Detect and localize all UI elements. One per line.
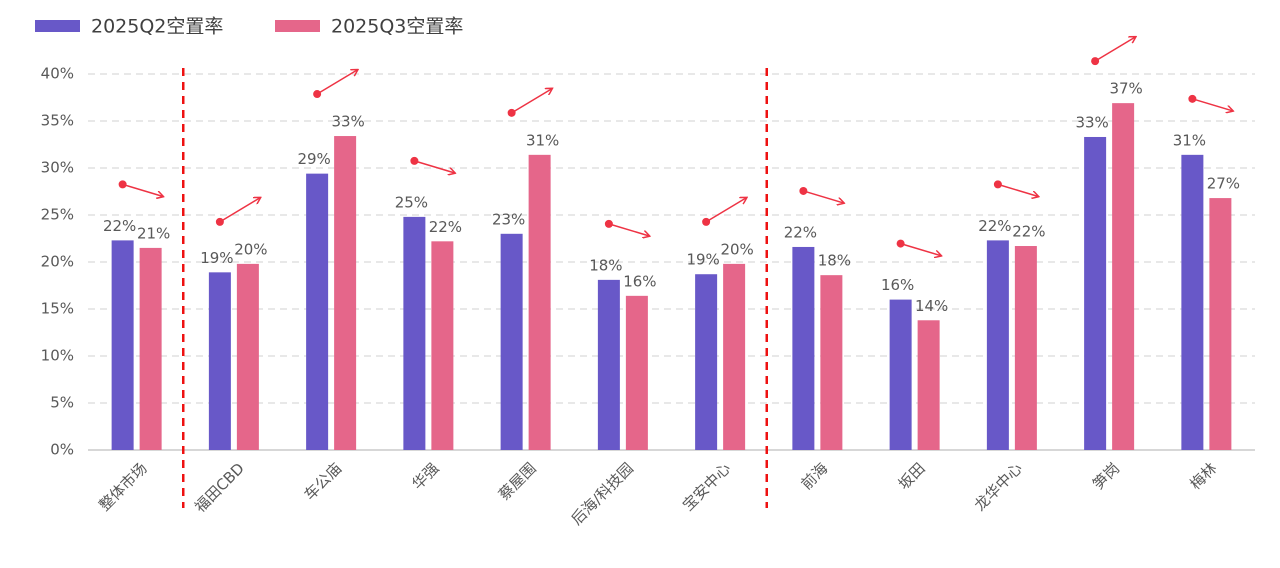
trend-arrow — [705, 198, 746, 223]
x-tick-label: 龙华中心 — [971, 459, 1026, 514]
bar — [334, 136, 357, 451]
bar — [820, 275, 843, 450]
bar — [1181, 154, 1204, 450]
trend-arrow — [316, 70, 357, 95]
bar — [889, 299, 912, 450]
value-label: 18% — [589, 256, 622, 274]
bar — [723, 263, 746, 450]
x-tick-label: 坂田 — [895, 459, 929, 493]
value-label: 21% — [137, 224, 170, 242]
bar — [208, 272, 231, 450]
value-label: 23% — [492, 210, 525, 228]
y-tick-label: 0% — [50, 441, 74, 459]
x-tick-label: 梅林 — [1186, 459, 1220, 493]
x-tick-label: 笋岗 — [1089, 459, 1123, 493]
legend-swatch — [35, 20, 80, 32]
y-tick-label: 35% — [41, 112, 74, 130]
legend-label: 2025Q2空置率 — [91, 16, 223, 38]
trend-arrow — [803, 190, 843, 203]
y-tick-label: 5% — [50, 394, 74, 412]
x-tick-label: 福田CBD — [191, 459, 248, 516]
value-label: 29% — [297, 150, 330, 168]
bar — [1209, 198, 1232, 450]
y-tick-label: 20% — [41, 253, 74, 271]
value-label: 16% — [623, 272, 656, 290]
value-label: 33% — [331, 113, 364, 131]
x-tick-label: 整体市场 — [95, 459, 150, 514]
bar — [403, 216, 426, 450]
bar — [500, 233, 523, 450]
bar — [431, 241, 454, 450]
value-label: 22% — [1012, 223, 1045, 241]
value-label: 14% — [915, 297, 948, 315]
value-label: 16% — [881, 276, 914, 294]
value-label: 19% — [686, 251, 719, 269]
trend-arrow — [122, 183, 163, 196]
value-label: 31% — [1173, 131, 1206, 149]
bar — [597, 279, 620, 450]
bar — [1014, 246, 1037, 450]
value-label: 19% — [200, 249, 233, 267]
y-tick-label: 40% — [41, 65, 74, 83]
bar — [306, 173, 329, 450]
value-label: 37% — [1109, 80, 1142, 98]
y-tick-label: 10% — [41, 347, 74, 365]
value-label: 18% — [818, 252, 851, 270]
trend-arrow — [900, 242, 941, 256]
bar — [792, 246, 815, 450]
value-label: 33% — [1075, 113, 1108, 131]
value-label: 22% — [103, 217, 136, 235]
x-tick-label: 华强 — [408, 459, 442, 493]
trend-arrow — [219, 198, 260, 223]
x-tick-label: 后海/科技园 — [568, 459, 637, 528]
value-label: 20% — [234, 240, 267, 258]
x-tick-label: 宝安中心 — [679, 459, 734, 514]
value-label: 22% — [784, 223, 817, 241]
bar — [986, 240, 1009, 450]
legend-swatch — [275, 20, 320, 32]
x-tick-label: 蔡屋围 — [495, 459, 540, 504]
bar — [111, 240, 134, 450]
trend-arrow — [997, 183, 1038, 196]
bar — [1084, 136, 1107, 451]
value-label: 22% — [429, 218, 462, 236]
bar — [625, 295, 648, 450]
x-tick-label: 车公庙 — [301, 459, 346, 504]
legend-label: 2025Q3空置率 — [331, 16, 463, 38]
bar — [917, 320, 940, 450]
bar — [139, 247, 162, 450]
y-tick-label: 30% — [41, 159, 74, 177]
bar — [1112, 103, 1135, 450]
value-label: 25% — [395, 193, 428, 211]
y-tick-label: 25% — [41, 206, 74, 224]
x-tick-label: 前海 — [797, 459, 831, 493]
trend-arrow — [511, 89, 552, 114]
trend-arrow — [608, 223, 649, 236]
value-label: 31% — [526, 131, 559, 149]
value-label: 27% — [1207, 175, 1240, 193]
trend-arrow — [1094, 37, 1135, 62]
y-tick-label: 15% — [41, 300, 74, 318]
bar — [236, 263, 259, 450]
trend-arrow — [414, 160, 454, 173]
value-label: 20% — [720, 240, 753, 258]
bar — [695, 274, 718, 450]
bar — [528, 154, 551, 450]
value-label: 22% — [978, 217, 1011, 235]
trend-arrow — [1192, 98, 1232, 111]
